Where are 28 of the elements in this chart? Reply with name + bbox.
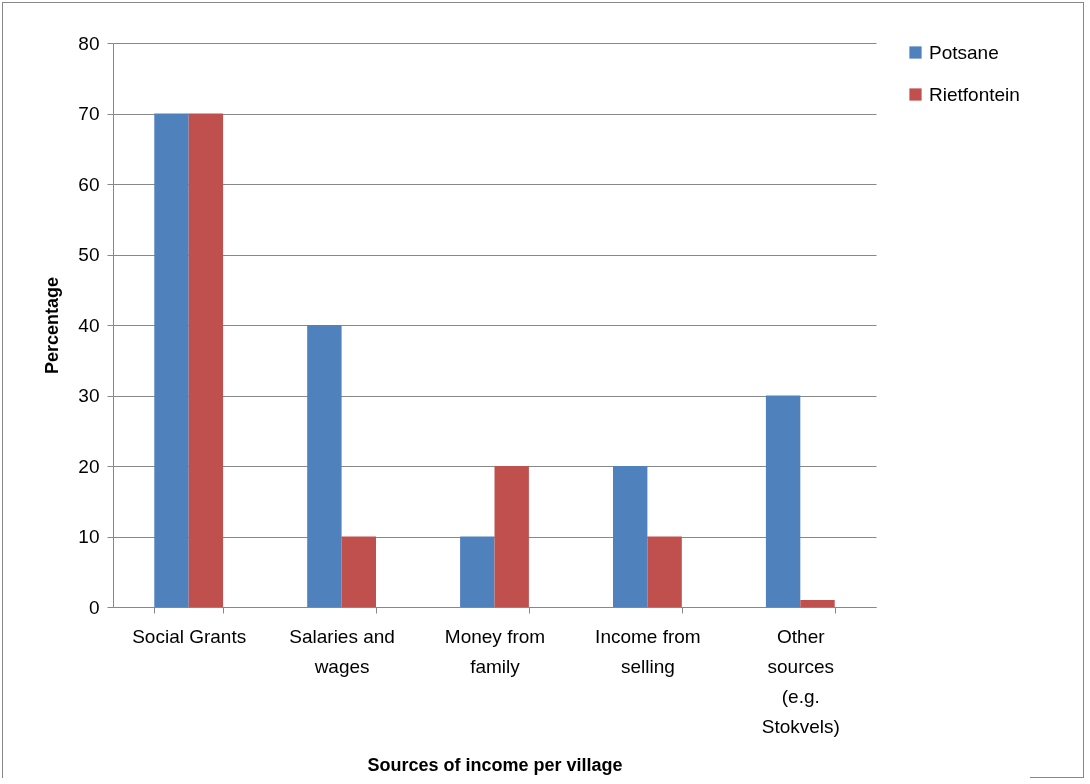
x-tick-label: Income from selling [595, 625, 701, 677]
bar [341, 536, 376, 607]
y-tick-label: 20 [78, 455, 100, 477]
bar [613, 466, 648, 607]
y-tick-label: 10 [78, 526, 100, 547]
y-tick-label: 50 [78, 244, 100, 265]
bar [800, 599, 835, 607]
y-tick-label: 30 [78, 385, 100, 406]
bar [307, 325, 342, 607]
y-tick-label: 0 [88, 596, 100, 618]
legend-label: Rietfontein [929, 83, 1020, 105]
x-tick-label: Social Grants [132, 625, 247, 647]
y-tick-label: 40 [78, 314, 100, 336]
x-tick-label: Other sources (e.g. Stokvels) [761, 625, 840, 737]
bar [647, 536, 682, 607]
y-tick-label: 80 [78, 32, 100, 54]
y-tick-label: 70 [78, 103, 100, 124]
bar [188, 113, 224, 607]
bar [154, 113, 189, 607]
bar [460, 536, 495, 607]
x-tick-label: Salaries and wages [289, 625, 395, 677]
legend-label: Potsane [929, 41, 999, 63]
bar [765, 395, 801, 607]
x-axis-title: Sources of income per village [367, 754, 623, 775]
y-axis-title: Percentage [42, 276, 63, 375]
bar [494, 466, 529, 607]
x-tick-label: Money from family [444, 625, 546, 677]
y-tick-label: 60 [78, 173, 100, 195]
